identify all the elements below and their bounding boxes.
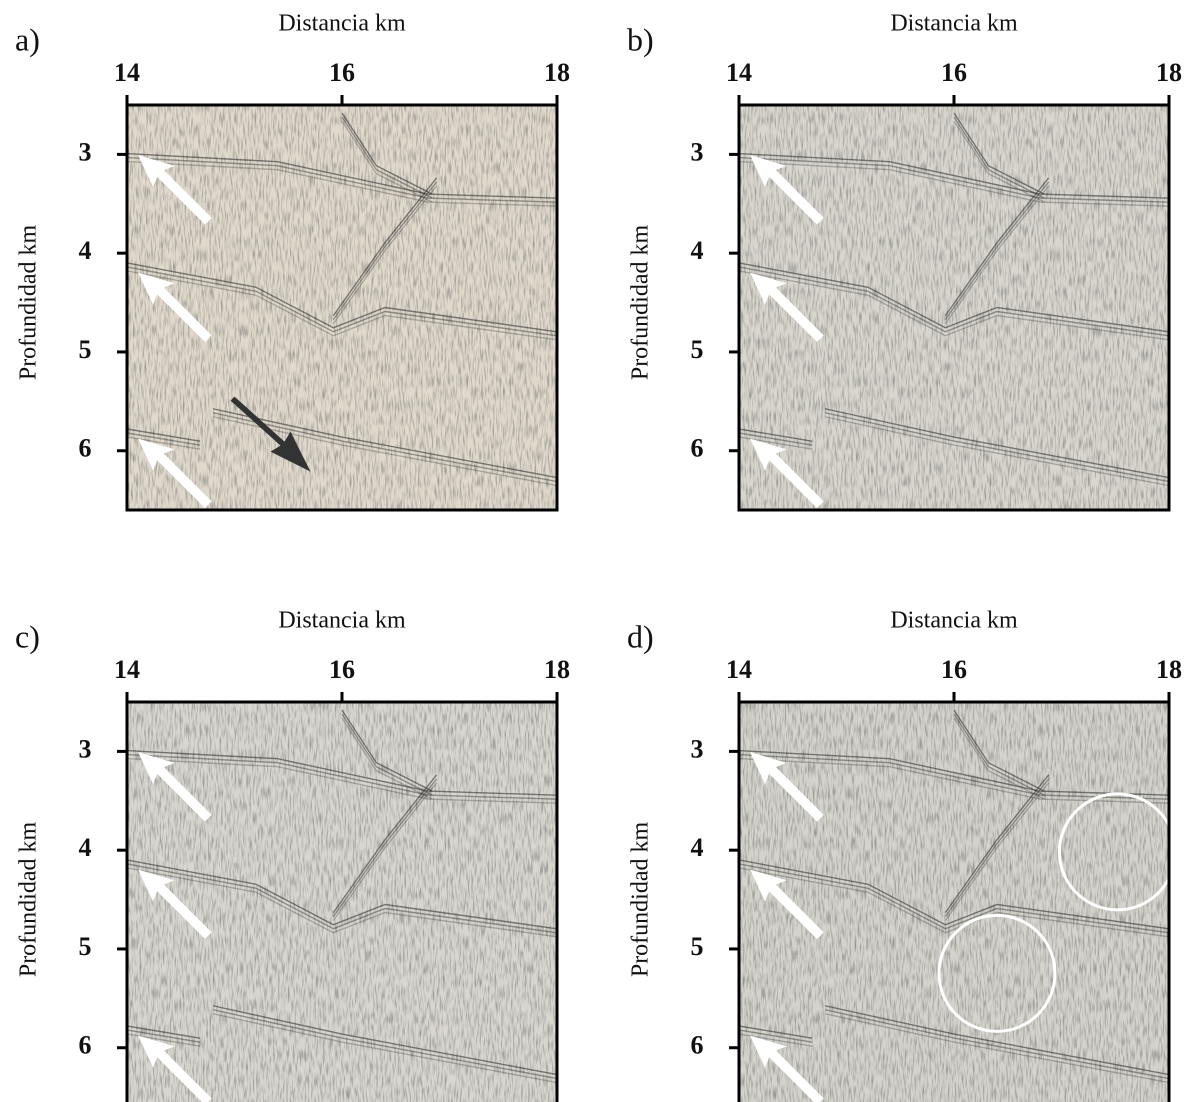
panel-label: c) <box>15 618 40 654</box>
y-axis-title: Profundidad km <box>628 225 654 381</box>
y-tick-label: 4 <box>79 833 92 862</box>
x-tick-label: 16 <box>329 655 355 684</box>
x-tick-label: 14 <box>726 58 752 87</box>
x-tick-label: 14 <box>726 655 752 684</box>
y-tick-label: 6 <box>691 1031 704 1060</box>
y-axis-title: Profundidad km <box>16 822 42 978</box>
panel: 14 16 18 3 4 5 6 Distancia km Profundidad km d) <box>627 608 1182 1102</box>
seismic-image <box>739 105 1169 510</box>
y-tick-label: 6 <box>79 434 92 463</box>
y-axis-title: Profundidad km <box>16 225 42 381</box>
x-tick-label: 18 <box>1156 58 1182 87</box>
x-tick-label: 16 <box>941 655 967 684</box>
x-axis-title: Distancia km <box>890 608 1018 634</box>
y-tick-label: 3 <box>691 137 704 166</box>
figure: 1416183456Distancia kmProfundidad kma)14… <box>0 0 1194 1102</box>
x-axis-title: Distancia km <box>278 608 406 634</box>
x-tick-label: 18 <box>1156 655 1182 684</box>
x-tick-label: 14 <box>114 655 140 684</box>
seismic-image <box>739 702 1175 1102</box>
y-tick-label: 4 <box>79 236 92 265</box>
x-tick-label: 16 <box>941 58 967 87</box>
y-tick-label: 4 <box>691 236 704 265</box>
panel: 14 16 18 3 4 5 6 Distancia km Profundidad km a) <box>15 11 570 511</box>
x-tick-label: 16 <box>329 58 355 87</box>
y-axis-title: Profundidad km <box>628 822 654 978</box>
y-tick-label: 6 <box>79 1031 92 1060</box>
x-tick-label: 14 <box>114 58 140 87</box>
y-tick-label: 5 <box>79 932 92 961</box>
panel: 14 16 18 3 4 5 6 Distancia km Profundidad km c) <box>15 608 570 1102</box>
panel-label: d) <box>627 618 654 654</box>
y-tick-label: 5 <box>691 335 704 364</box>
seismic-image <box>127 702 557 1102</box>
x-axis-title: Distancia km <box>890 11 1018 37</box>
y-tick-label: 4 <box>691 833 704 862</box>
panel-label: a) <box>15 21 40 57</box>
x-tick-label: 18 <box>544 58 570 87</box>
panel-label: b) <box>627 21 654 57</box>
panel: 14 16 18 3 4 5 6 Distancia km Profundidad km b) <box>627 11 1182 511</box>
seismic-image <box>127 105 557 510</box>
y-tick-label: 6 <box>691 434 704 463</box>
y-tick-label: 5 <box>691 932 704 961</box>
x-tick-label: 18 <box>544 655 570 684</box>
x-axis-title: Distancia km <box>278 11 406 37</box>
y-tick-label: 5 <box>79 335 92 364</box>
y-tick-label: 3 <box>79 734 92 763</box>
y-tick-label: 3 <box>691 734 704 763</box>
page: 1416183456Distancia kmProfundidad kma)14… <box>0 0 1194 1102</box>
y-tick-label: 3 <box>79 137 92 166</box>
